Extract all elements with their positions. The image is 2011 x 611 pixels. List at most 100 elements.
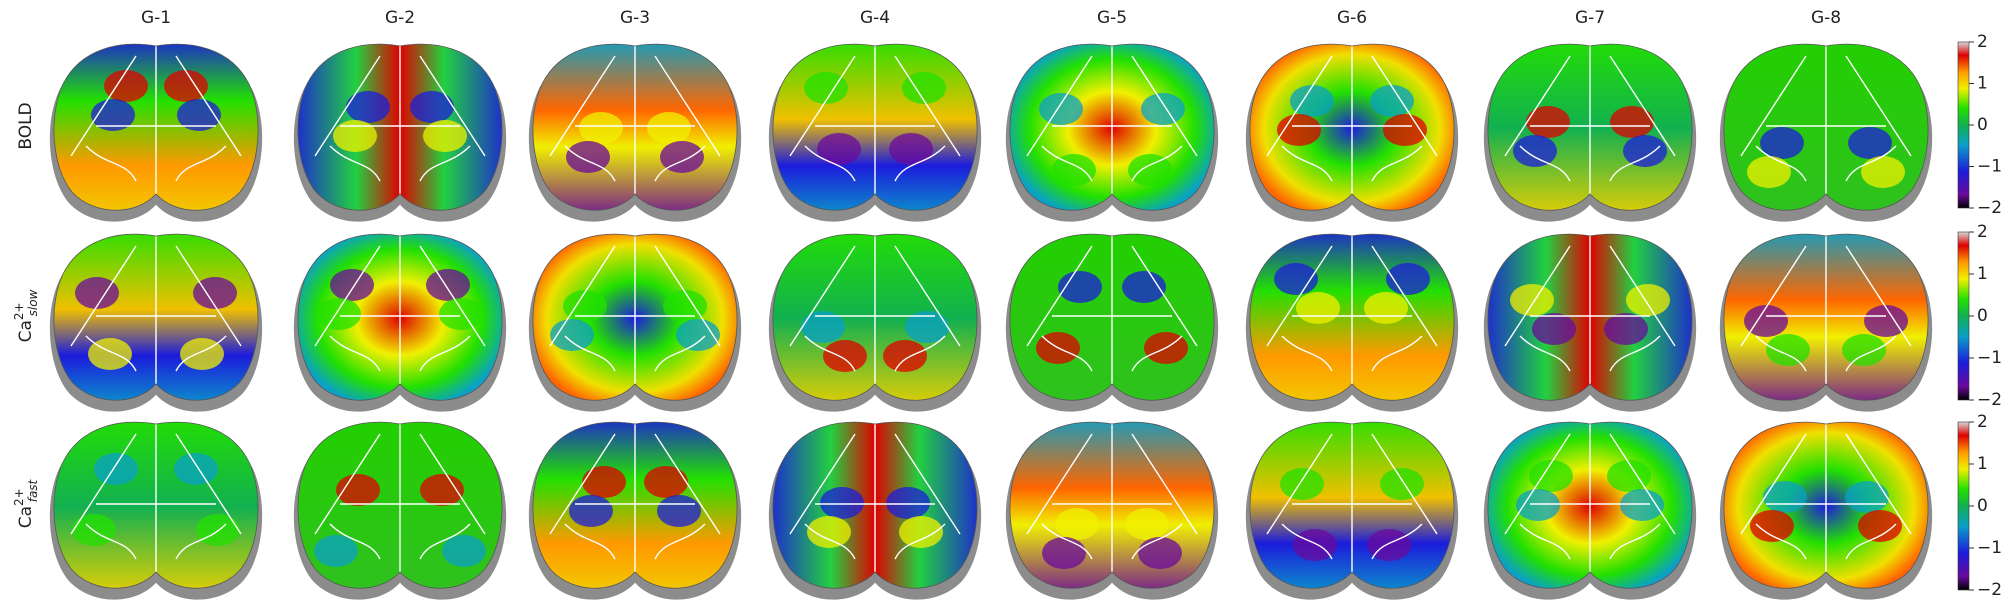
brain-map (1005, 421, 1219, 600)
brain-blob (644, 466, 688, 498)
brain-blob (1052, 154, 1096, 186)
column-title: G-7 (1575, 8, 1605, 28)
brain-blob (1763, 481, 1807, 513)
brain-blob (823, 340, 867, 372)
brain-blob (442, 535, 486, 567)
brain-blob (1610, 106, 1654, 138)
colorbar-tick-label: 1 (1977, 74, 1988, 94)
brain-outline (1723, 233, 1929, 401)
brain-map (293, 233, 507, 412)
colorbar (1957, 41, 1970, 209)
brain-blob (104, 70, 148, 102)
region-border (1504, 236, 1676, 384)
brain-map (293, 43, 507, 222)
colorbar-tick-label: −1 (1977, 157, 2002, 177)
brain-blob (75, 277, 119, 309)
brain-outline (297, 421, 503, 589)
brain-blob (1848, 127, 1892, 159)
brain-outline (1487, 43, 1693, 211)
brain-map (528, 421, 742, 600)
brain-blob (817, 133, 861, 165)
colorbar-tick-label: 2 (1977, 32, 1988, 52)
brain-blob (1750, 510, 1794, 542)
brain-blob (902, 72, 946, 104)
brain-blob (1529, 460, 1573, 492)
row-label-part: slow (26, 289, 40, 316)
brain-blob (1623, 135, 1667, 167)
brain-map (1719, 233, 1933, 412)
region-border (789, 424, 961, 572)
region-border (1740, 424, 1912, 572)
colorbar-tick-label: 2 (1977, 412, 1988, 432)
brain-map (1005, 43, 1219, 222)
brain-outline (772, 43, 978, 211)
brain-outline (772, 421, 978, 589)
brain-blob (804, 72, 848, 104)
brain-outline (1723, 421, 1929, 589)
colorbar-tick-label: −1 (1977, 348, 2002, 368)
brain-outline (1249, 421, 1455, 589)
colorbar-tick-label: 0 (1977, 496, 1988, 516)
brain-blob (1290, 85, 1334, 117)
region-border (70, 236, 242, 384)
column-title: G-6 (1337, 8, 1367, 28)
brain-blob (886, 487, 930, 519)
brain-outline (772, 233, 978, 401)
column-title: G-1 (141, 8, 171, 28)
brain-blob (317, 298, 361, 330)
brain-blob (1526, 106, 1570, 138)
brain-blob (1842, 334, 1886, 366)
brain-map (1483, 233, 1697, 412)
brain-map (49, 233, 263, 412)
region-border (314, 236, 486, 384)
region-border (1266, 46, 1438, 194)
brain-blob (1042, 537, 1086, 569)
brain-blob (801, 311, 845, 343)
brain-blob (420, 474, 464, 506)
brain-blob (1141, 93, 1185, 125)
region-border (1740, 236, 1912, 384)
brain-outline (532, 421, 738, 589)
colorbar-tick-label: −2 (1977, 390, 2002, 410)
row-label-part: BOLD (16, 102, 36, 149)
brain-blob (91, 99, 135, 131)
region-border (314, 46, 486, 194)
brain-outline (1009, 43, 1215, 211)
brain-blob (1296, 292, 1340, 324)
row-label-part: 2+ (12, 302, 26, 320)
brain-map (768, 421, 982, 600)
brain-outline (53, 421, 259, 589)
brain-blob (1845, 481, 1889, 513)
brain-blob (1747, 156, 1791, 188)
brain-blob (807, 516, 851, 548)
brain-blob (1274, 263, 1318, 295)
brain-blob (1516, 489, 1560, 521)
brain-map (528, 233, 742, 412)
brain-blob (1370, 85, 1414, 117)
brain-blob (426, 269, 470, 301)
brain-blob (1277, 114, 1321, 146)
brain-blob (314, 535, 358, 567)
region-border (549, 424, 721, 572)
brain-map (1483, 43, 1697, 222)
brain-blob (663, 290, 707, 322)
brain-blob (1532, 313, 1576, 345)
brain-outline (1487, 421, 1693, 589)
brain-blob (899, 516, 943, 548)
brain-blob (164, 70, 208, 102)
brain-map (528, 43, 742, 222)
region-border (789, 236, 961, 384)
brain-outline (53, 43, 259, 211)
brain-blob (563, 290, 607, 322)
brain-blob (883, 340, 927, 372)
region-border (1026, 236, 1198, 384)
brain-map (768, 43, 982, 222)
brain-blob (1383, 114, 1427, 146)
region-border (549, 236, 721, 384)
brain-blob (177, 99, 221, 131)
brain-blob (579, 112, 623, 144)
brain-blob (1620, 489, 1664, 521)
brain-map (1245, 233, 1459, 412)
row-label-part: 2+ (12, 488, 26, 506)
